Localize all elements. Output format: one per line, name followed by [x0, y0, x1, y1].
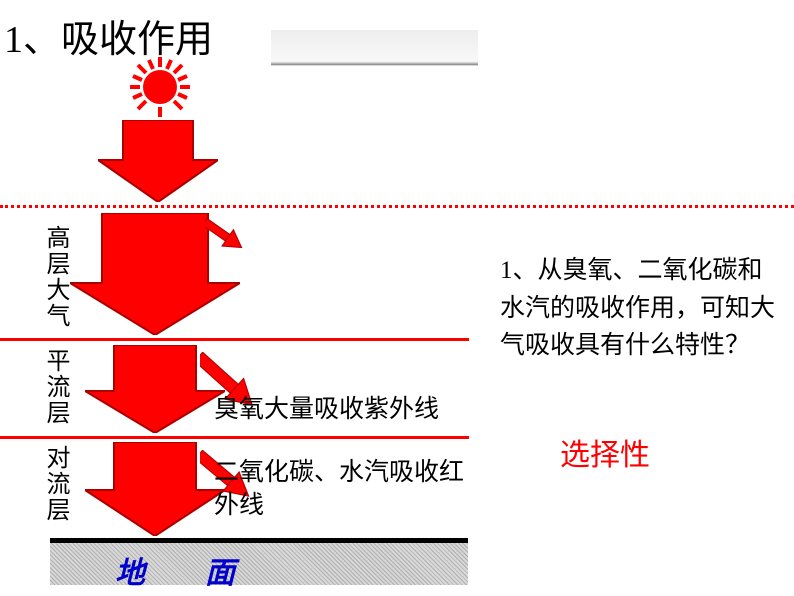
answer-text: 选择性 [560, 430, 650, 474]
layer-label-upper: 高层大气 [38, 225, 73, 329]
annotation-ozone: 臭氧大量吸收紫外线 [214, 394, 439, 427]
ground-label: 地面 [115, 548, 295, 592]
question-text: 1、从臭氧、二氧化碳和水汽的吸收作用，可知大气吸收具有什么特性？ [500, 252, 780, 365]
tropopause-line [0, 436, 469, 439]
outer-space-boundary [0, 205, 794, 208]
layer-label-strato: 平流层 [38, 348, 73, 426]
side-arrow-1 [205, 218, 265, 268]
stratopause-line [0, 338, 469, 341]
sun-icon [128, 55, 192, 119]
annotation-co2: 二氧化碳、水汽吸收红外线 [214, 457, 474, 522]
arrow-1 [98, 120, 218, 202]
layer-label-tropo: 对流层 [38, 445, 73, 523]
decorative-gradient-bar [271, 30, 478, 100]
